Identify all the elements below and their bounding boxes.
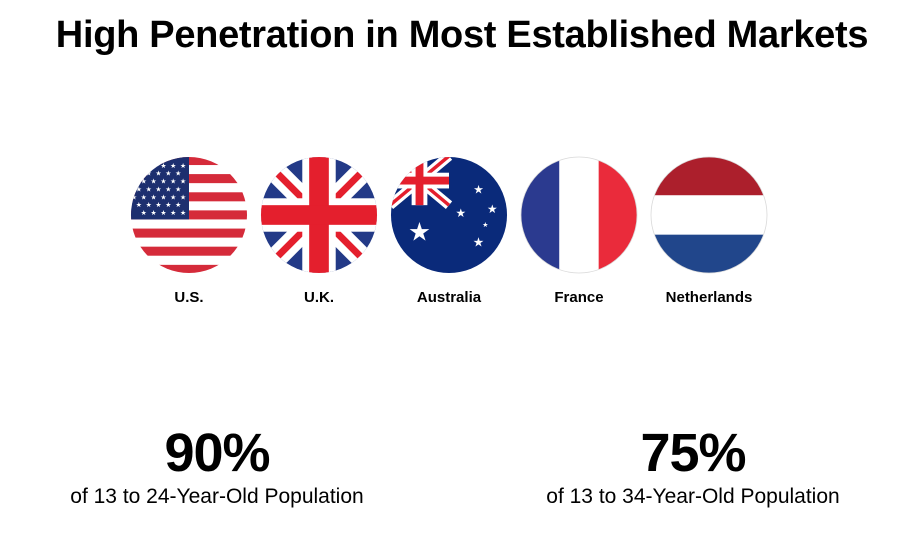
svg-text:★: ★ [160,178,166,186]
svg-text:★: ★ [482,221,488,229]
svg-text:★: ★ [165,201,171,209]
flag-item-netherlands: Netherlands [644,156,774,306]
flag-label-uk: U.K. [304,289,334,306]
stat-value: 90% [164,423,270,483]
svg-text:★: ★ [175,185,181,193]
svg-text:★: ★ [473,235,484,250]
flag-item-uk: U.K. [254,156,384,306]
svg-text:★: ★ [180,193,186,201]
flag-label-australia: Australia [416,289,482,306]
flag-item-australia: ★ ★ ★ ★ ★ ★ Australia [384,156,514,306]
svg-text:★: ★ [136,185,142,193]
page-title: High Penetration in Most Established Mar… [55,14,869,56]
us-flag-icon: ★ ★ ★ ★ ★ ★ ★ ★ ★ ★ ★ ★ ★ ★ ★ ★ ★ ★ ★ ★ ★ ★ ★ ★ ★ ★ ★ ★ ★ ★ ★ ★ ★ ★… [130,156,248,274]
svg-text:★: ★ [180,178,186,186]
svg-text:★: ★ [160,209,166,217]
stat-caption: of 13 to 24-Year-Old Population [70,485,364,508]
svg-text:★: ★ [155,170,161,178]
svg-text:★: ★ [160,193,166,201]
netherlands-flag-icon [650,156,768,274]
stat-value: 75% [640,423,746,483]
svg-text:★: ★ [165,170,171,178]
svg-text:★: ★ [131,193,137,201]
svg-text:★: ★ [141,209,147,217]
flag-label-netherlands: Netherlands [665,289,753,306]
svg-text:★: ★ [408,218,431,248]
svg-text:★: ★ [146,185,152,193]
svg-text:★: ★ [131,178,137,186]
svg-text:★: ★ [175,170,181,178]
stat-caption: of 13 to 34-Year-Old Population [546,485,840,508]
svg-text:★: ★ [136,201,142,209]
svg-text:★: ★ [155,185,161,193]
svg-text:★: ★ [155,201,161,209]
svg-text:★: ★ [180,162,186,170]
svg-text:★: ★ [473,182,484,196]
svg-text:★: ★ [141,193,147,201]
flag-row: ★ ★ ★ ★ ★ ★ ★ ★ ★ ★ ★ ★ ★ ★ ★ ★ ★ ★ ★ ★ ★ ★ ★ ★ ★ ★ ★ ★ ★ ★ ★ ★ ★ ★… [0,156,924,316]
flag-label-france: France [554,289,604,306]
svg-text:★: ★ [160,162,166,170]
flag-item-france: France [514,156,644,306]
svg-text:★: ★ [151,162,157,170]
svg-text:★: ★ [136,170,142,178]
svg-text:★: ★ [141,162,147,170]
svg-text:★: ★ [151,193,157,201]
svg-text:★: ★ [180,209,186,217]
svg-text:★: ★ [146,201,152,209]
stat-block-youth: 90% of 13 to 24-Year-Old Population [7,424,427,510]
svg-text:★: ★ [170,162,176,170]
svg-text:★: ★ [170,178,176,186]
svg-text:★: ★ [151,178,157,186]
uk-flag-icon [260,156,378,274]
svg-text:★: ★ [170,193,176,201]
svg-text:★: ★ [170,209,176,217]
svg-text:★: ★ [165,185,171,193]
svg-text:★: ★ [175,201,181,209]
svg-text:★: ★ [487,202,498,216]
svg-text:★: ★ [146,170,152,178]
flag-item-us: ★ ★ ★ ★ ★ ★ ★ ★ ★ ★ ★ ★ ★ ★ ★ ★ ★ ★ ★ ★ ★ ★ ★ ★ ★ ★ ★ ★ ★ ★ ★ ★ ★ ★… [124,156,254,306]
svg-text:★: ★ [456,206,467,220]
svg-text:★: ★ [151,209,157,217]
stat-block-adult: 75% of 13 to 34-Year-Old Population [483,424,903,510]
svg-text:★: ★ [141,178,147,186]
flag-label-us: U.S. [174,289,204,306]
australia-flag-icon: ★ ★ ★ ★ ★ ★ [390,156,508,274]
france-flag-icon [520,156,638,274]
